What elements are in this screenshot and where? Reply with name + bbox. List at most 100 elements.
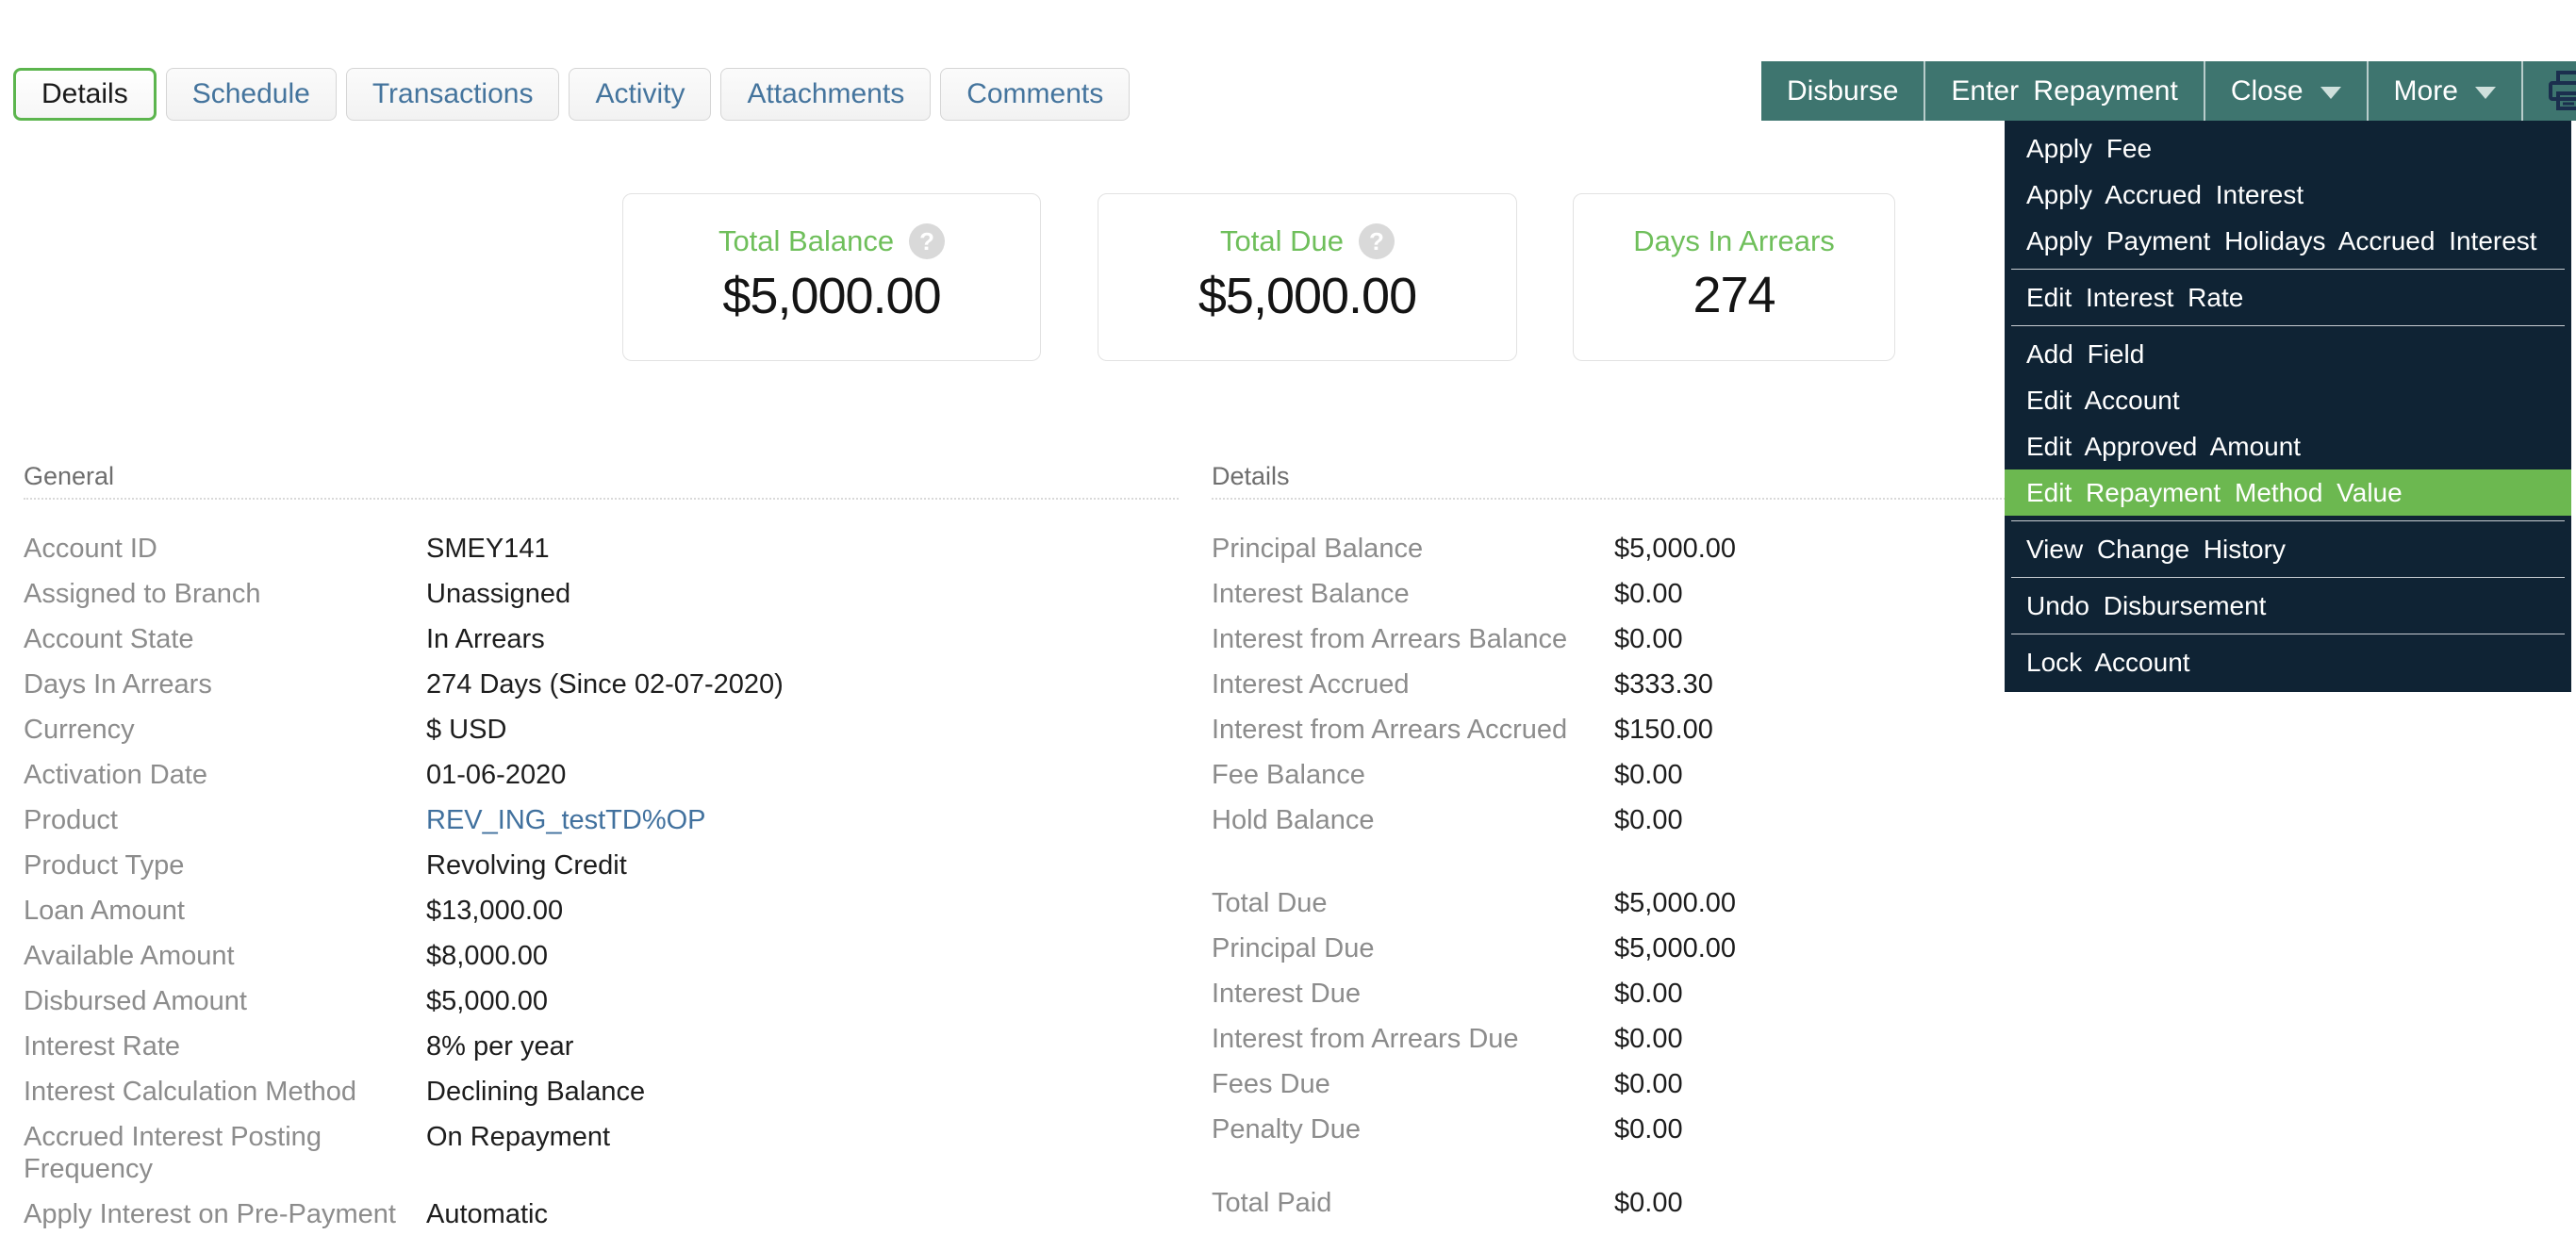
field-label: Available Amount [24,941,235,971]
field-row-currency: Currency $ USD [24,707,1179,752]
more-button[interactable]: More [2369,61,2523,121]
menu-item-undo-disbursement[interactable]: Undo Disbursement [2026,591,2267,620]
field-row-principal-balance: Principal Balance $5,000.00 [1212,526,2552,571]
field-label: Fee Balance [1212,760,1365,790]
tab-details[interactable]: Details [13,68,157,121]
field-value: $8,000.00 [426,941,549,971]
disburse-button[interactable]: Disburse [1761,61,1926,121]
field-value: SMEY141 [426,534,550,564]
field-label: Interest Accrued [1212,669,1410,700]
menu-item-edit-interest-rate[interactable]: Edit Interest Rate [2026,283,2244,312]
help-icon[interactable]: ? [1358,223,1395,259]
menu-item-apply-accrued-interest[interactable]: Apply Accrued Interest [2026,180,2304,209]
field-value: $13,000.00 [426,896,564,926]
field-value: $0.00 [1614,979,1683,1009]
total-due-label: Total Due [1220,224,1344,257]
menu-item-add-field[interactable]: Add Field [2026,339,2145,369]
field-value: $ USD [426,715,507,745]
field-row-account-state: Account State In Arrears [24,617,1179,662]
field-value: Revolving Credit [426,850,627,881]
field-value: 274 Days (Since 02-07-2020) [426,669,784,700]
field-label: Interest Balance [1212,579,1410,609]
close-button[interactable]: Close [2205,61,2369,121]
field-label: Accrued Interest Posting Frequency [24,1122,322,1184]
days-in-arrears-label: Days In Arrears [1633,224,1835,257]
field-label: Interest from Arrears Accrued [1212,715,1568,745]
field-value: $5,000.00 [1614,933,1737,963]
tab-comments[interactable]: Comments [940,68,1131,121]
product-link[interactable]: REV_ING_testTD%OP [426,805,706,835]
general-section: General Account ID SMEY141 Assigned to Br… [24,460,1179,1235]
total-balance-value: $5,000.00 [722,268,941,324]
menu-item-edit-approved-amount[interactable]: Edit Approved Amount [2026,432,2302,461]
field-value: $5,000.00 [1614,534,1737,564]
field-row-interest-from-arrears-accrued: Interest from Arrears Accrued $150.00 [1212,707,2552,752]
field-label: Disbursed Amount [24,986,247,1016]
details-section: Details Principal Balance $5,000.00 Inter… [1212,460,2552,1235]
tab-schedule[interactable]: Schedule [165,68,337,121]
field-label: Loan Amount [24,896,185,926]
field-value: $0.00 [1614,579,1683,609]
days-in-arrears-value: 274 [1693,267,1775,323]
field-row-total-paid: Total Paid $0.00 [1212,1180,2552,1226]
field-value: $0.00 [1614,1024,1683,1054]
field-row-interest-rate: Interest Rate 8% per year [24,1024,1179,1069]
menu-divider [2011,325,2565,326]
tab-activity[interactable]: Activity [569,68,712,121]
chevron-down-icon [2320,87,2341,99]
printer-icon [2548,70,2576,110]
field-value: $0.00 [1614,805,1683,835]
print-button[interactable] [2523,61,2576,121]
field-label: Apply Interest on Pre-Payment [24,1199,396,1229]
menu-item-apply-fee[interactable]: Apply Fee [2026,134,2153,163]
field-row-accrued-interest-posting-frequency: Accrued Interest Posting Frequency On Rep… [24,1114,1179,1192]
field-label: Product Type [24,850,185,881]
field-label: Interest from Arrears Due [1212,1024,1519,1054]
menu-divider [2011,577,2565,578]
total-balance-label: Total Balance [718,224,895,257]
field-value: $0.00 [1614,760,1683,790]
field-label: Account ID [24,534,157,564]
field-label: Interest Due [1212,979,1361,1009]
help-icon[interactable]: ? [909,223,946,259]
field-row-total-due: Total Due $5,000.00 [1212,881,2552,926]
field-row-disbursed-amount: Disbursed Amount $5,000.00 [24,979,1179,1024]
field-value: Automatic [426,1199,548,1229]
menu-item-view-change-history[interactable]: View Change History [2026,535,2286,564]
field-label: Product [24,805,118,835]
field-label: Hold Balance [1212,805,1375,835]
menu-item-edit-repayment-method-value[interactable]: Edit Repayment Method Value [2005,469,2571,516]
menu-item-lock-account[interactable]: Lock Account [2026,648,2190,677]
menu-item-apply-payment-holidays-accrued-interest[interactable]: Apply Payment Holidays Accrued Interest [2026,226,2537,255]
field-row-principal-due: Principal Due $5,000.00 [1212,926,2552,971]
field-label: Account State [24,624,194,654]
close-button-label: Close [2230,74,2304,107]
field-value: $0.00 [1614,624,1683,654]
enter-repayment-button[interactable]: Enter Repayment [1925,61,2205,121]
field-label: Principal Balance [1212,534,1424,564]
menu-item-edit-account[interactable]: Edit Account [2026,386,2180,415]
field-value: $0.00 [1614,1188,1683,1218]
field-value: $5,000.00 [426,986,549,1016]
tab-transactions[interactable]: Transactions [345,68,560,121]
field-label: Assigned to Branch [24,579,261,609]
field-label: Days In Arrears [24,669,212,700]
tab-attachments[interactable]: Attachments [720,68,932,121]
field-label: Penalty Due [1212,1114,1361,1144]
details-section-title: Details [1212,460,2552,500]
total-due-value: $5,000.00 [1197,268,1417,324]
field-label: Currency [24,715,135,745]
field-value: $150.00 [1614,715,1713,745]
field-row-interest-from-arrears-due: Interest from Arrears Due $0.00 [1212,1016,2552,1062]
menu-divider [2011,520,2565,521]
field-label: Activation Date [24,760,208,790]
field-row-interest-due: Interest Due $0.00 [1212,971,2552,1016]
field-value: $333.30 [1614,669,1713,700]
field-row-apply-interest-on-pre-payment: Apply Interest on Pre-Payment Automatic [24,1192,1179,1235]
field-value: $0.00 [1614,1114,1683,1144]
field-value: $0.00 [1614,1069,1683,1099]
field-row-days-in-arrears: Days In Arrears 274 Days (Since 02-07-202… [24,662,1179,707]
field-row-interest-from-arrears-balance: Interest from Arrears Balance $0.00 [1212,617,2552,662]
total-balance-card: Total Balance ? $5,000.00 [622,193,1041,361]
